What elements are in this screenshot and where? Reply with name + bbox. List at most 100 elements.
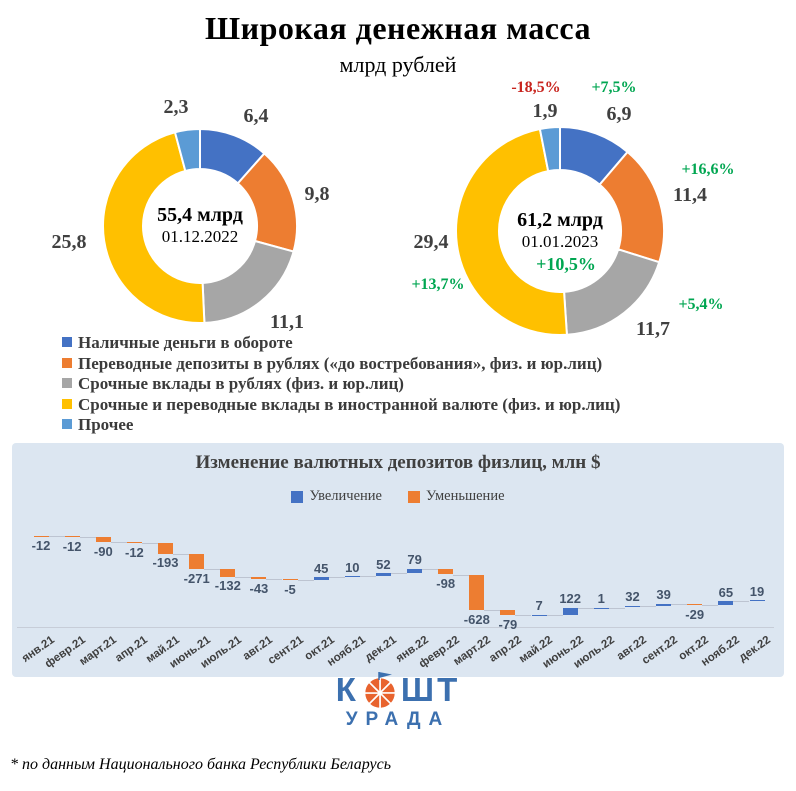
seg-label-fx-2023: 29,4 <box>413 231 449 253</box>
waterfall-bar <box>718 601 734 606</box>
pct-cash-2023: +7,5% <box>591 79 637 96</box>
waterfall-bar-label: 52 <box>376 556 391 572</box>
waterfall-bar <box>531 614 547 616</box>
waterfall-connector <box>204 569 221 571</box>
seg-label-cash-2023: 6,9 <box>606 103 632 125</box>
waterfall-bar <box>562 607 578 615</box>
waterfall-connector <box>733 601 750 603</box>
legend-item: Наличные деньги в обороте <box>62 333 620 354</box>
donut-center-2023: 61,2 млрд 01.01.2023 <box>500 209 620 252</box>
waterfall-title: Изменение валютных депозитов физлиц, млн… <box>195 452 601 473</box>
waterfall-bar <box>593 607 609 609</box>
pct-other-2023: -18,5% <box>511 79 561 96</box>
donut-segment <box>455 127 568 336</box>
legend-swatch <box>62 398 72 409</box>
waterfall-bar <box>251 576 267 580</box>
waterfall-bar <box>687 603 703 606</box>
waterfall-connector <box>359 576 376 578</box>
waterfall-panel: Изменение валютных депозитов физлиц, млн… <box>12 443 784 677</box>
waterfall-bar <box>313 577 329 580</box>
waterfall-bar-label: 79 <box>407 552 422 568</box>
waterfall-bar <box>189 553 205 570</box>
logo-flag-icon <box>378 672 392 678</box>
waterfall-connector <box>48 536 65 538</box>
waterfall-bar-label: -12 <box>31 538 51 553</box>
donut-date-2023: 01.01.2023 <box>521 232 599 251</box>
waterfall-connector <box>546 614 563 616</box>
waterfall-connector <box>640 605 657 607</box>
legend-item: Срочные и переводные вклады в иностранно… <box>62 395 620 416</box>
waterfall-bar-label: -271 <box>183 570 210 586</box>
waterfall-bar <box>407 568 423 574</box>
donut-date-2022: 01.12.2022 <box>161 227 239 246</box>
increase-label: Увеличение <box>309 488 382 504</box>
waterfall-connector <box>515 615 532 616</box>
legend-label: Переводные депозиты в рублях («до востре… <box>78 353 603 373</box>
waterfall-bar-label: 65 <box>718 584 734 600</box>
waterfall-connector <box>328 577 345 578</box>
waterfall-bar <box>126 542 142 543</box>
seg-label-other-2023: 1,9 <box>532 100 558 122</box>
waterfall-connector <box>297 579 314 581</box>
waterfall-bar <box>282 579 298 581</box>
legend-item: Переводные депозиты в рублях («до востре… <box>62 354 620 375</box>
waterfall-connector <box>453 574 470 576</box>
legend-label: Срочные и переводные вклады в иностранно… <box>78 394 621 414</box>
legend-label: Прочее <box>78 415 134 434</box>
waterfall-plot: -12 янв.21 -12 февр.21 -90 март.21 -12 апр.21 -1… <box>12 443 784 677</box>
waterfall-bar-label: 45 <box>313 560 329 576</box>
waterfall-bar-label: 32 <box>625 589 640 605</box>
donut-total-2023: 61,2 млрд <box>517 209 603 231</box>
waterfall-bar-label: -5 <box>284 581 296 597</box>
waterfall-connector <box>390 573 407 575</box>
seg-label-demand-2022: 9,8 <box>304 183 330 205</box>
donut-segment <box>538 126 561 173</box>
waterfall-bar <box>344 576 360 578</box>
waterfall-bar-label: -12 <box>62 538 82 554</box>
seg-label-rubterm-2023: 11,7 <box>636 318 670 340</box>
waterfall-connector <box>577 607 594 609</box>
waterfall-bar-label: 122 <box>559 591 582 607</box>
seg-label-fx-2022: 25,8 <box>51 231 87 253</box>
seg-label-demand-2023: 11,4 <box>673 184 707 206</box>
pct-total-2023: +10,5% <box>536 254 596 274</box>
waterfall-bar <box>158 542 173 554</box>
legend-label: Срочные вклады в рублях (физ. и юр.лиц) <box>78 374 404 393</box>
seg-label-other-2022: 2,3 <box>163 96 189 118</box>
waterfall-connector <box>702 605 719 607</box>
waterfall-connector <box>422 568 439 570</box>
waterfall-bar-label: -132 <box>214 578 241 594</box>
logo-top-row: К ШТ <box>335 671 461 710</box>
waterfall-bar-label: -29 <box>685 606 705 622</box>
waterfall-bar <box>220 569 236 577</box>
waterfall-bar-label: 1 <box>597 591 605 606</box>
logo-letter-k: К <box>335 671 359 708</box>
source-footnote: * по данным Национального банка Республи… <box>10 756 391 773</box>
pct-fx-2023: +13,7% <box>411 276 465 293</box>
waterfall-bar-label: 19 <box>749 583 765 599</box>
waterfall-bar-label: 10 <box>345 559 360 575</box>
kosht-urada-logo: К ШТ УРАДА <box>0 671 796 731</box>
waterfall-bar <box>749 600 765 602</box>
waterfall-bar-label: 39 <box>656 587 671 602</box>
waterfall-connector <box>173 553 190 555</box>
waterfall-bar <box>33 535 49 537</box>
waterfall-connector <box>235 576 252 578</box>
page-title: Широкая денежная масса <box>205 10 591 46</box>
pct-demand-2023: +16,6% <box>681 161 735 178</box>
x-axis-line <box>17 627 774 628</box>
waterfall-bar-label: -79 <box>498 616 518 632</box>
waterfall-connector <box>266 579 283 581</box>
waterfall-connector <box>141 542 158 544</box>
logo-letters-sht: ШТ <box>400 671 461 708</box>
legend-item-increase: Увеличение <box>291 488 382 505</box>
waterfall-bar <box>625 605 640 608</box>
donut-total-2022: 55,4 млрд <box>157 204 243 226</box>
waterfall-bar-label: 7 <box>535 598 543 614</box>
waterfall-bar <box>438 568 454 575</box>
legend-item: Срочные вклады в рублях (физ. и юр.лиц) <box>62 374 620 395</box>
waterfall-connector <box>671 603 688 605</box>
legend-label: Наличные деньги в обороте <box>78 333 293 352</box>
waterfall-bar <box>656 603 672 606</box>
